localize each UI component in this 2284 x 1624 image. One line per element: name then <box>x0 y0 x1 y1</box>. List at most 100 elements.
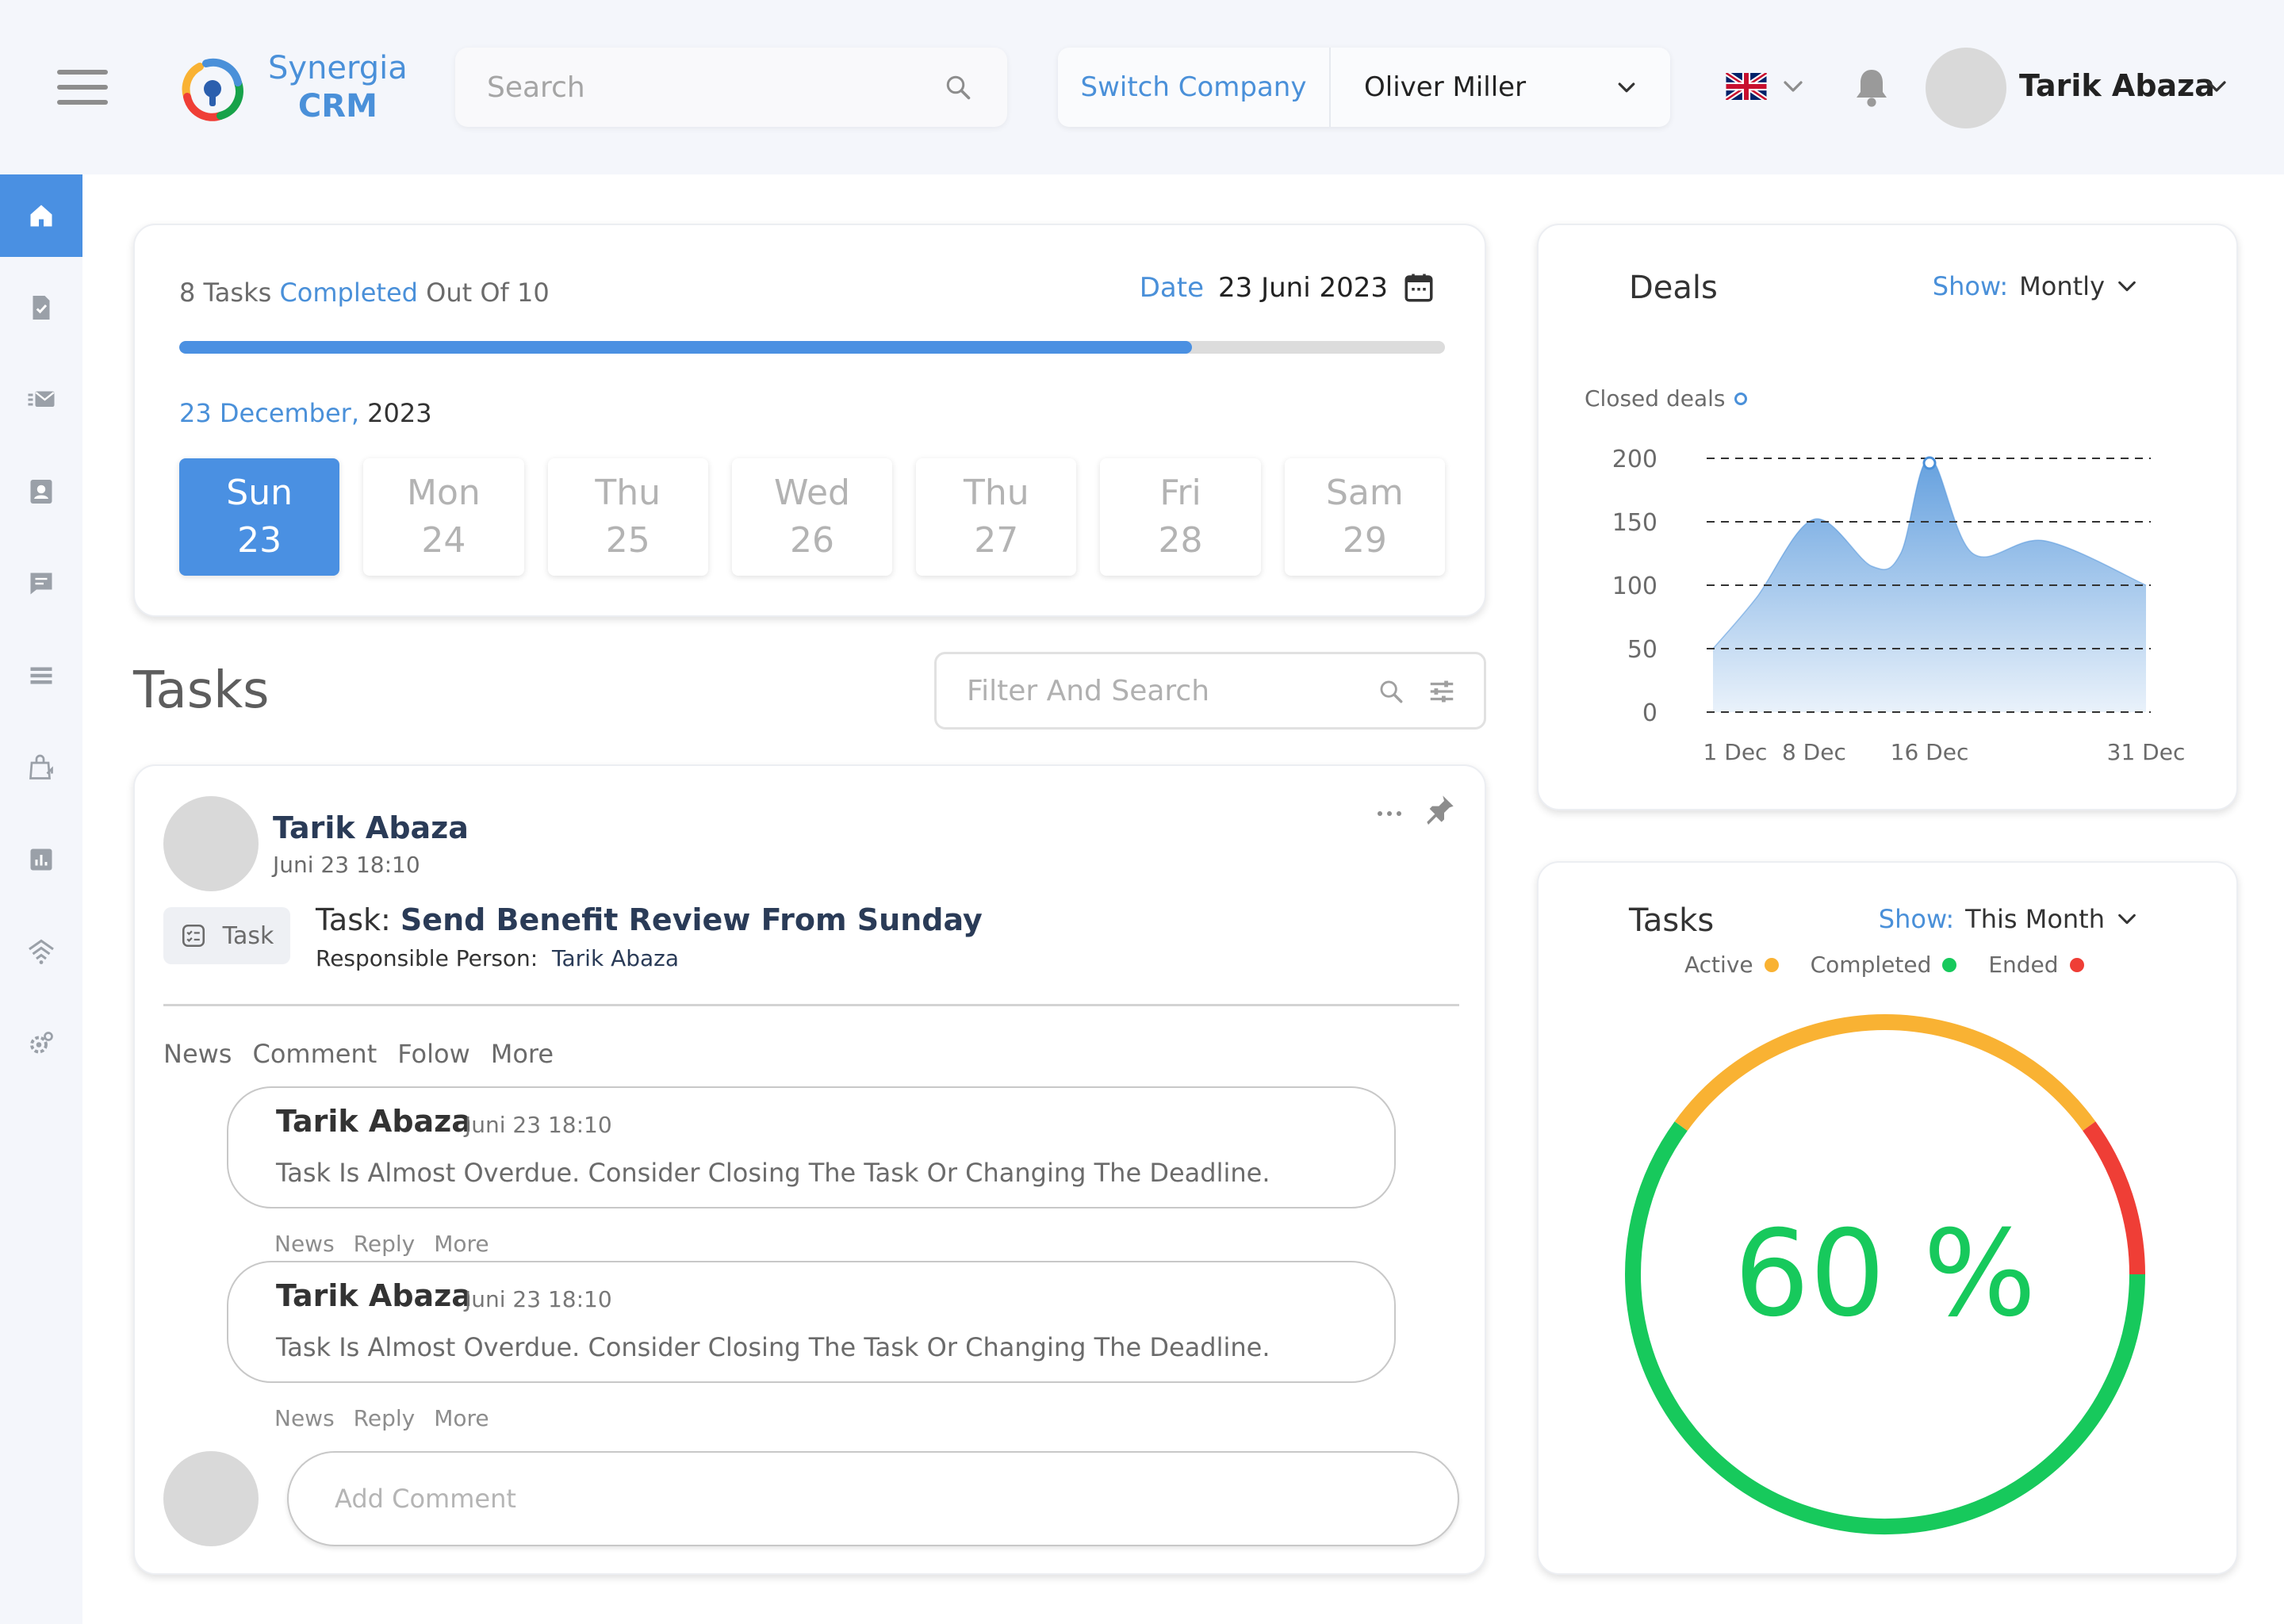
comment-author[interactable]: Tarik Abaza <box>276 1278 472 1313</box>
day-name: Thu <box>963 473 1029 513</box>
peak-point <box>1922 456 1937 470</box>
sidebar-item-list[interactable] <box>0 634 82 717</box>
switch-company-label[interactable]: Switch Company <box>1058 48 1331 127</box>
date-value: 23 Juni 2023 <box>1218 272 1388 304</box>
add-comment-input[interactable] <box>335 1453 1413 1545</box>
filter-sliders-icon[interactable] <box>1427 676 1457 707</box>
y-tick-label: 100 <box>1612 573 1657 600</box>
sidebar-item-chat[interactable] <box>0 542 82 625</box>
post-tabs: News Comment Folow More <box>163 1039 554 1069</box>
checklist-icon <box>182 924 205 948</box>
comment-more-link[interactable]: More <box>434 1405 489 1431</box>
legend-closed-deals: Closed deals <box>1585 385 1726 412</box>
day-thu-25[interactable]: Thu 25 <box>547 458 708 576</box>
task-title[interactable]: Send Benefit Review From Sunday <box>400 902 983 937</box>
comment-text: Task Is Almost Overdue. Consider Closing… <box>276 1158 1270 1188</box>
menu-icon[interactable] <box>57 70 108 105</box>
bell-icon[interactable] <box>1853 67 1891 108</box>
comment-reply-link[interactable]: Reply <box>353 1231 416 1257</box>
deals-period-select[interactable]: Show: Montly <box>1933 271 2138 301</box>
user-name[interactable]: Tarik Abaza <box>2019 68 2215 103</box>
comment-news-link[interactable]: News <box>274 1405 335 1431</box>
y-tick-label: 50 <box>1627 636 1657 664</box>
responsible-label: Responsible Person: <box>316 945 538 971</box>
list-icon <box>30 667 52 684</box>
comment-news-link[interactable]: News <box>274 1231 335 1257</box>
y-tick-label: 150 <box>1612 509 1657 537</box>
user-menu-chevron-icon[interactable] <box>2205 76 2228 97</box>
task-label: Task: <box>316 902 391 937</box>
avatar[interactable] <box>163 796 259 891</box>
tab-follow[interactable]: Folow <box>397 1039 470 1069</box>
comment-more-link[interactable]: More <box>434 1231 489 1257</box>
day-sun-23[interactable]: Sun 23 <box>179 458 340 576</box>
legend-label: Completed <box>1810 952 1932 978</box>
x-tick-label: 16 Dec <box>1891 739 1969 765</box>
deals-area-chart: 0 50 100 150 200 1 Dec 8 Dec 16 Dec 31 Dec <box>1612 446 2186 765</box>
day-number: 28 <box>1158 520 1203 561</box>
chevron-down-icon[interactable] <box>1615 76 1638 100</box>
day-thu-27[interactable]: Thu 27 <box>916 458 1077 576</box>
mail-list-icon <box>28 391 55 407</box>
responsible-name[interactable]: Tarik Abaza <box>552 945 680 971</box>
deals-title: Deals <box>1629 270 1718 306</box>
sidebar <box>0 174 82 1624</box>
calendar-icon[interactable] <box>1402 271 1435 304</box>
pin-icon[interactable] <box>1424 793 1456 825</box>
day-number: 25 <box>605 520 650 561</box>
company-name[interactable]: Oliver Miller <box>1364 71 1527 103</box>
more-horizontal-icon[interactable] <box>1375 806 1404 822</box>
date-picker[interactable]: Date 23 Juni 2023 <box>1140 271 1435 304</box>
search-input[interactable] <box>487 48 931 127</box>
deals-card: 0 50 100 150 200 1 Dec 8 Dec 16 Dec 31 Dec Deals… <box>1537 224 2238 810</box>
day-name: Wed <box>774 473 850 513</box>
legend-label: Ended <box>1988 952 2059 978</box>
summary-highlight: Completed <box>279 278 418 308</box>
day-wed-26[interactable]: Wed 26 <box>731 458 893 576</box>
sidebar-item-settings[interactable] <box>0 1002 82 1085</box>
show-value: This Month <box>1965 904 2105 934</box>
task-progress-bar <box>179 341 1445 354</box>
avatar[interactable] <box>1926 48 2006 128</box>
post-author[interactable]: Tarik Abaza <box>273 810 469 845</box>
sidebar-item-shop[interactable] <box>0 726 82 809</box>
language-chevron-icon[interactable] <box>1781 76 1805 97</box>
current-month: 23 December, 2023 <box>179 398 432 428</box>
sidebar-item-documents[interactable] <box>0 266 82 349</box>
tasks-period-select[interactable]: Show: This Month <box>1879 904 2138 934</box>
tasks-completed-summary: 8 Tasks Completed Out Of 10 <box>179 278 550 308</box>
comment-time: Juni 23 18:10 <box>465 1286 612 1312</box>
filter-search-input[interactable] <box>967 654 1363 727</box>
day-sam-29[interactable]: Sam 29 <box>1284 458 1445 576</box>
legend-label: Active <box>1684 952 1753 978</box>
sidebar-item-reports[interactable] <box>0 818 82 901</box>
tab-more[interactable]: More <box>490 1039 554 1069</box>
donut-segment-completed <box>1625 1121 2145 1534</box>
uk-flag-icon[interactable] <box>1726 73 1767 100</box>
contact-card-icon <box>30 480 52 504</box>
sidebar-item-home[interactable] <box>0 174 82 257</box>
day-name: Thu <box>595 473 661 513</box>
logo[interactable]: Synergia CRM <box>176 49 414 128</box>
search-icon[interactable] <box>1378 678 1405 705</box>
legend-dot <box>1942 957 1957 972</box>
tab-comment[interactable]: Comment <box>252 1039 377 1069</box>
day-fri-28[interactable]: Fri 28 <box>1100 458 1261 576</box>
sidebar-item-mail[interactable] <box>0 358 82 441</box>
sidebar-item-network[interactable] <box>0 910 82 993</box>
tab-news[interactable]: News <box>163 1039 232 1069</box>
day-mon-24[interactable]: Mon 24 <box>363 458 524 576</box>
comment-author[interactable]: Tarik Abaza <box>276 1104 472 1139</box>
sidebar-item-contacts[interactable] <box>0 450 82 533</box>
show-label: Show: <box>1878 904 1955 934</box>
day-name: Sam <box>1325 473 1404 513</box>
search-icon[interactable] <box>944 73 972 102</box>
day-name: Fri <box>1159 473 1201 513</box>
home-icon <box>30 205 52 227</box>
task-post-card: Tarik Abaza Juni 23 18:10 Task Task: Sen… <box>133 764 1486 1575</box>
month-year: 2023 <box>359 398 432 428</box>
legend-completed: Completed <box>1811 952 1957 978</box>
comment-text: Task Is Almost Overdue. Consider Closing… <box>276 1332 1270 1362</box>
comment-reply-link[interactable]: Reply <box>353 1405 416 1431</box>
day-number: 26 <box>789 520 834 561</box>
